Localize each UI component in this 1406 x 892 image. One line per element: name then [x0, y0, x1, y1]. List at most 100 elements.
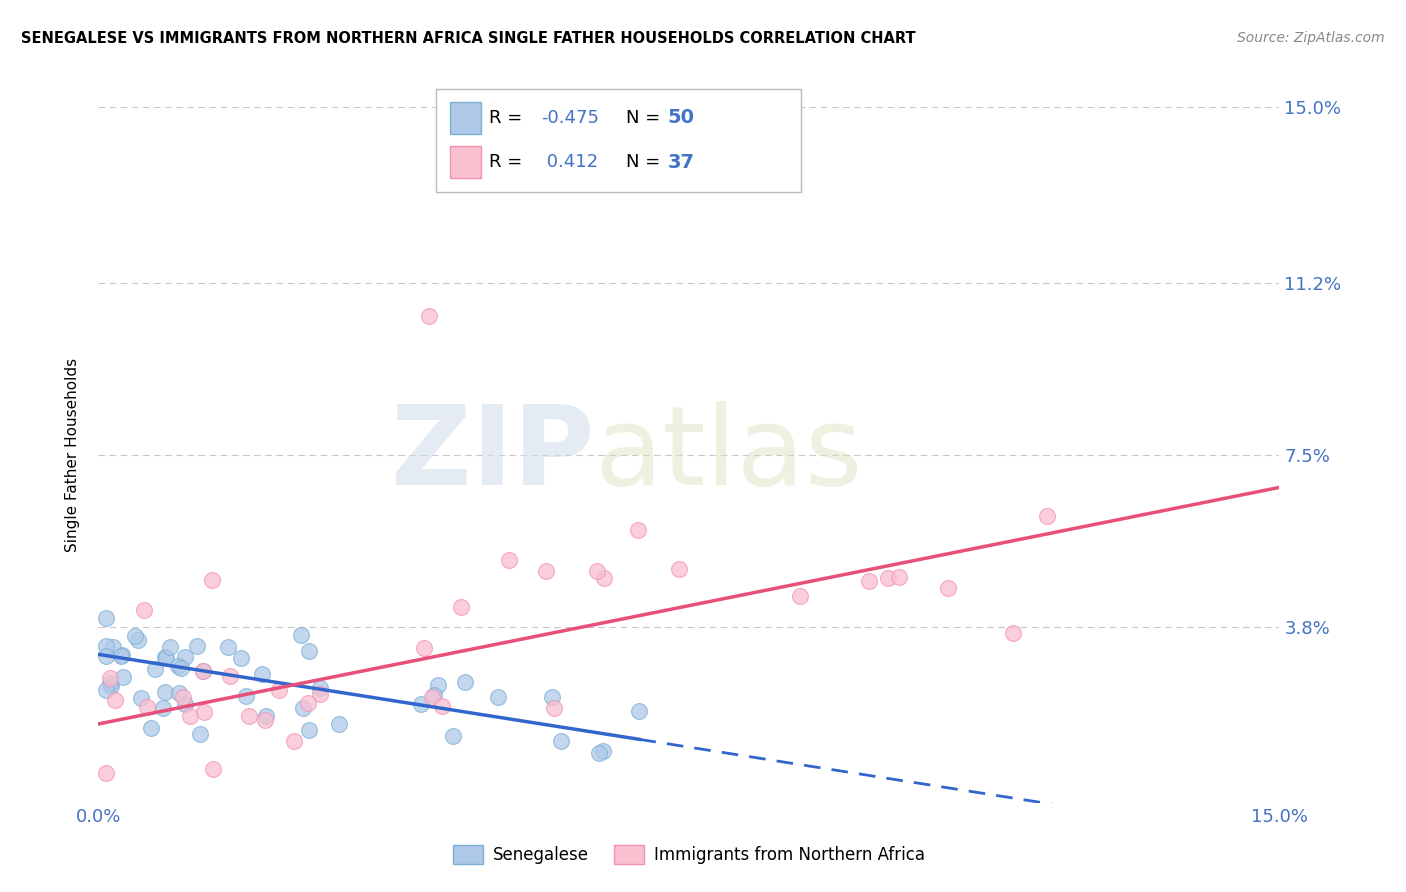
Point [103, 693, 125, 707]
Point [152, 700, 174, 714]
Point [450, 599, 472, 614]
Point [668, 562, 690, 576]
Point [628, 705, 651, 719]
Point [112, 670, 135, 684]
Point [540, 690, 562, 705]
Point [127, 632, 149, 647]
Point [1001, 625, 1024, 640]
Text: 0.412: 0.412 [541, 153, 599, 171]
Point [498, 553, 520, 567]
Point [124, 629, 146, 643]
Point [789, 590, 811, 604]
Point [201, 573, 224, 587]
Point [174, 698, 197, 712]
Text: atlas: atlas [595, 401, 863, 508]
Text: R =: R = [489, 109, 529, 127]
Point [129, 691, 152, 706]
Point [238, 709, 260, 723]
Point [145, 662, 167, 676]
Point [877, 571, 900, 585]
Point [191, 664, 214, 678]
Point [298, 643, 321, 657]
Point [887, 569, 910, 583]
Point [186, 639, 208, 653]
Point [328, 717, 350, 731]
Text: R =: R = [489, 153, 529, 171]
Point [426, 678, 449, 692]
Point [134, 603, 156, 617]
Text: ZIP: ZIP [391, 401, 595, 508]
Point [98, 671, 121, 685]
Text: N =: N = [626, 109, 665, 127]
Point [308, 687, 330, 701]
Point [96, 649, 118, 664]
Point [253, 714, 276, 728]
Point [413, 641, 436, 656]
Point [153, 685, 176, 699]
Text: 50: 50 [668, 108, 695, 128]
Point [254, 709, 277, 723]
Point [110, 648, 132, 663]
Point [309, 681, 332, 695]
Point [193, 664, 215, 678]
Point [174, 650, 197, 665]
Point [96, 682, 118, 697]
Point [297, 696, 319, 710]
Point [229, 650, 252, 665]
Point [292, 700, 315, 714]
Point [201, 762, 224, 776]
Point [235, 689, 257, 703]
Point [585, 564, 607, 578]
Point [96, 640, 118, 654]
Point [543, 701, 565, 715]
Text: N =: N = [626, 153, 665, 171]
Point [98, 676, 121, 690]
Point [267, 683, 290, 698]
Text: 37: 37 [668, 153, 695, 172]
Point [592, 744, 614, 758]
Point [441, 729, 464, 743]
Point [96, 611, 118, 625]
Point [454, 675, 477, 690]
Point [170, 660, 193, 674]
Point [96, 766, 118, 780]
Text: Source: ZipAtlas.com: Source: ZipAtlas.com [1237, 31, 1385, 45]
Point [155, 651, 177, 665]
Text: SENEGALESE VS IMMIGRANTS FROM NORTHERN AFRICA SINGLE FATHER HOUSEHOLDS CORRELATI: SENEGALESE VS IMMIGRANTS FROM NORTHERN A… [21, 31, 915, 46]
Point [430, 698, 453, 713]
Point [409, 697, 432, 711]
Y-axis label: Single Father Households: Single Father Households [65, 358, 80, 552]
Point [858, 574, 880, 589]
Point [936, 581, 959, 595]
Point [141, 722, 163, 736]
Point [627, 523, 650, 537]
Point [1035, 509, 1057, 524]
Point [188, 727, 211, 741]
Point [283, 734, 305, 748]
Legend: Senegalese, Immigrants from Northern Africa: Senegalese, Immigrants from Northern Afr… [446, 838, 932, 871]
Point [420, 690, 443, 704]
Point [250, 666, 273, 681]
Text: -0.475: -0.475 [541, 109, 599, 127]
Point [290, 628, 312, 642]
Point [101, 640, 124, 655]
Point [172, 690, 194, 705]
Point [111, 648, 134, 662]
Point [217, 640, 239, 654]
Point [179, 709, 201, 723]
Point [534, 564, 557, 578]
Point [550, 734, 572, 748]
Point [593, 571, 616, 585]
Point [219, 668, 242, 682]
Point [169, 686, 191, 700]
Point [135, 699, 157, 714]
Point [422, 688, 444, 702]
Point [298, 723, 321, 738]
Point [159, 640, 181, 654]
Point [167, 659, 190, 673]
Point [193, 705, 215, 719]
Point [588, 746, 610, 760]
Point [486, 690, 509, 704]
Point [418, 309, 440, 323]
Point [153, 649, 176, 664]
